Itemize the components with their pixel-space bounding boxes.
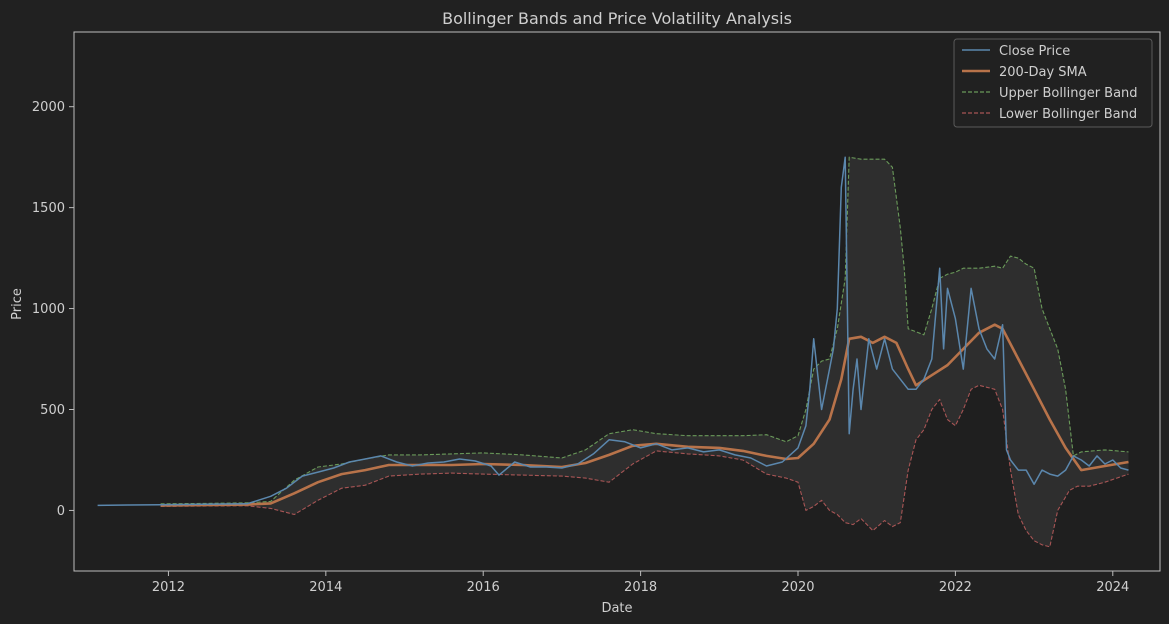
legend-item-sma: 200-Day SMA	[962, 65, 1087, 80]
y-tick-label: 1500	[32, 201, 65, 216]
legend-label-close: Close Price	[999, 44, 1070, 59]
legend: Close Price 200-Day SMA Upper Bollinger …	[953, 38, 1153, 128]
x-axis-label: Date	[601, 601, 632, 616]
series-sma-200	[160, 323, 1129, 507]
x-axis-ticks: 2012 2014 2016 2018 2020 2022 2024	[152, 571, 1129, 595]
y-tick-label: 1000	[32, 302, 65, 317]
x-tick-label: 2018	[624, 580, 657, 595]
series-layer	[97, 156, 1129, 548]
bollinger-band-fill	[160, 157, 1129, 547]
legend-item-lower: Lower Bollinger Band	[962, 107, 1137, 122]
x-tick-label: 2012	[152, 580, 185, 595]
series-lower-band	[160, 384, 1129, 548]
y-tick-label: 2000	[32, 100, 65, 115]
legend-label-sma: 200-Day SMA	[999, 65, 1087, 80]
series-upper-band	[160, 156, 1129, 505]
y-axis-label: Price	[10, 288, 25, 320]
plot-frame	[73, 31, 1161, 572]
legend-item-upper: Upper Bollinger Band	[962, 86, 1138, 101]
y-tick-label: 500	[40, 403, 65, 418]
legend-label-lower: Lower Bollinger Band	[999, 107, 1137, 122]
legend-item-close: Close Price	[962, 44, 1070, 59]
series-close-price	[97, 156, 1129, 507]
chart-title: Bollinger Bands and Price Volatility Ana…	[442, 9, 792, 28]
x-tick-label: 2014	[309, 580, 342, 595]
y-tick-label: 0	[57, 504, 65, 519]
y-axis-ticks: 0 500 1000 1500 2000	[32, 100, 74, 519]
x-tick-label: 2020	[781, 580, 814, 595]
legend-label-upper: Upper Bollinger Band	[999, 86, 1138, 101]
legend-box	[953, 38, 1153, 128]
x-tick-label: 2016	[467, 580, 500, 595]
x-tick-label: 2022	[939, 580, 972, 595]
x-tick-label: 2024	[1096, 580, 1129, 595]
